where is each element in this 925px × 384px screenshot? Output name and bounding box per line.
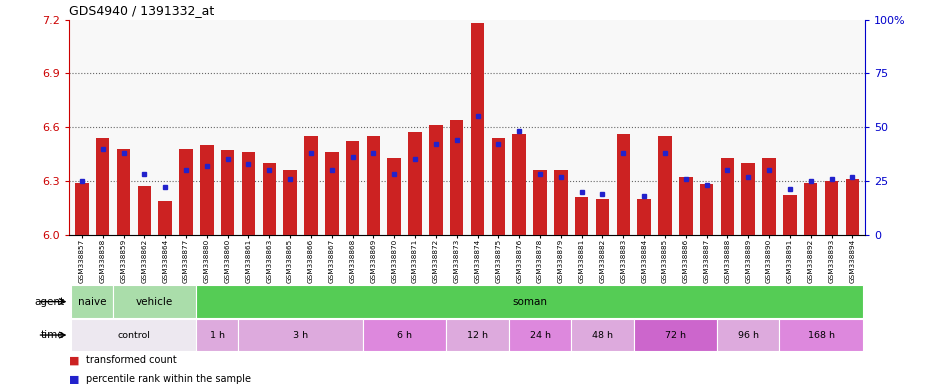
Bar [450, 120, 463, 235]
Bar [471, 23, 485, 235]
Bar [304, 136, 317, 235]
Bar [554, 170, 568, 235]
Bar [634, 319, 717, 351]
Bar [825, 181, 838, 235]
Bar [637, 199, 651, 235]
Text: 96 h: 96 h [738, 331, 758, 339]
Bar [263, 163, 276, 235]
Bar [325, 152, 339, 235]
Bar [617, 134, 630, 235]
Text: 6 h: 6 h [397, 331, 413, 339]
Bar [71, 319, 196, 351]
Text: GDS4940 / 1391332_at: GDS4940 / 1391332_at [69, 4, 215, 17]
Bar [783, 195, 796, 235]
Bar [71, 285, 113, 318]
Text: control: control [117, 331, 151, 339]
Bar [679, 177, 693, 235]
Text: soman: soman [512, 296, 547, 307]
Bar [283, 170, 297, 235]
Bar [509, 319, 572, 351]
Bar [429, 125, 443, 235]
Bar [158, 200, 172, 235]
Bar [721, 157, 734, 235]
Bar [117, 149, 130, 235]
Bar [221, 151, 234, 235]
Bar [572, 319, 634, 351]
Bar [596, 199, 610, 235]
Bar [238, 319, 363, 351]
Text: agent: agent [34, 296, 65, 307]
Bar [408, 132, 422, 235]
Bar [388, 157, 401, 235]
Text: transformed count: transformed count [86, 355, 177, 365]
Text: percentile rank within the sample: percentile rank within the sample [86, 374, 251, 384]
Bar [200, 145, 214, 235]
Bar [700, 184, 713, 235]
Text: naive: naive [78, 296, 106, 307]
Bar [179, 149, 192, 235]
Bar [75, 183, 89, 235]
Text: ■: ■ [69, 374, 80, 384]
Bar [241, 152, 255, 235]
Bar [742, 163, 755, 235]
Bar [96, 138, 109, 235]
Text: 24 h: 24 h [529, 331, 550, 339]
Bar [845, 179, 859, 235]
Bar [575, 197, 588, 235]
Bar [113, 285, 196, 318]
Text: 72 h: 72 h [665, 331, 685, 339]
Text: vehicle: vehicle [136, 296, 173, 307]
Bar [363, 319, 446, 351]
Bar [659, 136, 672, 235]
Bar [491, 138, 505, 235]
Bar [804, 183, 818, 235]
Bar [346, 141, 359, 235]
Text: 1 h: 1 h [210, 331, 225, 339]
Bar [196, 319, 238, 351]
Bar [762, 157, 776, 235]
Bar [138, 186, 151, 235]
Bar [512, 134, 526, 235]
Bar [533, 170, 547, 235]
Text: 12 h: 12 h [467, 331, 488, 339]
Bar [780, 319, 863, 351]
Bar [366, 136, 380, 235]
Bar [196, 285, 863, 318]
Bar [446, 319, 509, 351]
Text: 48 h: 48 h [592, 331, 613, 339]
Text: 3 h: 3 h [293, 331, 308, 339]
Bar [717, 319, 780, 351]
Text: time: time [41, 330, 65, 340]
Text: ■: ■ [69, 355, 80, 365]
Text: 168 h: 168 h [808, 331, 834, 339]
